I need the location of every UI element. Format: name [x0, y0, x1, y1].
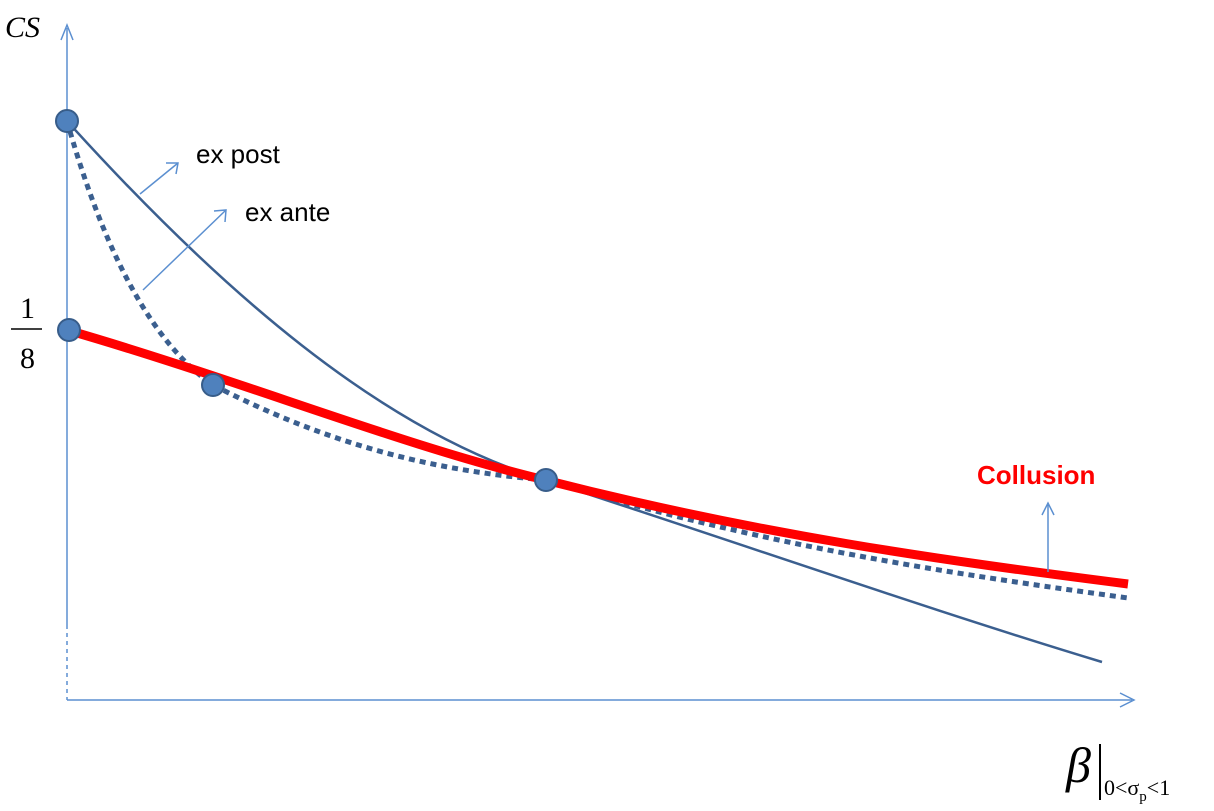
marker-top	[55, 109, 79, 133]
y-axis-label: CS	[5, 11, 40, 44]
marker-ex-ante-kink	[201, 373, 225, 397]
ex-post-label: ex post	[196, 139, 281, 169]
annotation-arrows	[139, 162, 1055, 572]
y-tick-numerator: 1	[20, 292, 35, 325]
x-axis-label: β 0<σp<1	[1065, 737, 1170, 805]
ex-post-arrow-line	[139, 162, 179, 195]
marker-one-eighth	[57, 318, 81, 342]
ex-ante-curve	[64, 120, 1129, 601]
x-axis-symbol: β	[1065, 737, 1091, 793]
ex-post-arrowhead	[166, 162, 179, 175]
axes	[60, 22, 1136, 708]
collusion-arrowhead	[1041, 501, 1055, 516]
ex-ante-label: ex ante	[245, 197, 330, 227]
marker-intersection	[534, 468, 558, 492]
y-axis-arrowhead	[60, 22, 74, 41]
x-axis-arrowhead	[1119, 692, 1136, 708]
x-axis-subscript: 0<σp<1	[1104, 775, 1170, 805]
collusion-curve	[65, 325, 1129, 589]
markers	[55, 109, 558, 492]
ex-ante-arrowhead	[213, 209, 227, 223]
ex-ante-arrow-line	[142, 209, 227, 291]
y-tick-denominator: 8	[20, 342, 35, 375]
collusion-label: Collusion	[977, 460, 1095, 490]
y-tick-fraction: 1 8	[11, 292, 42, 375]
